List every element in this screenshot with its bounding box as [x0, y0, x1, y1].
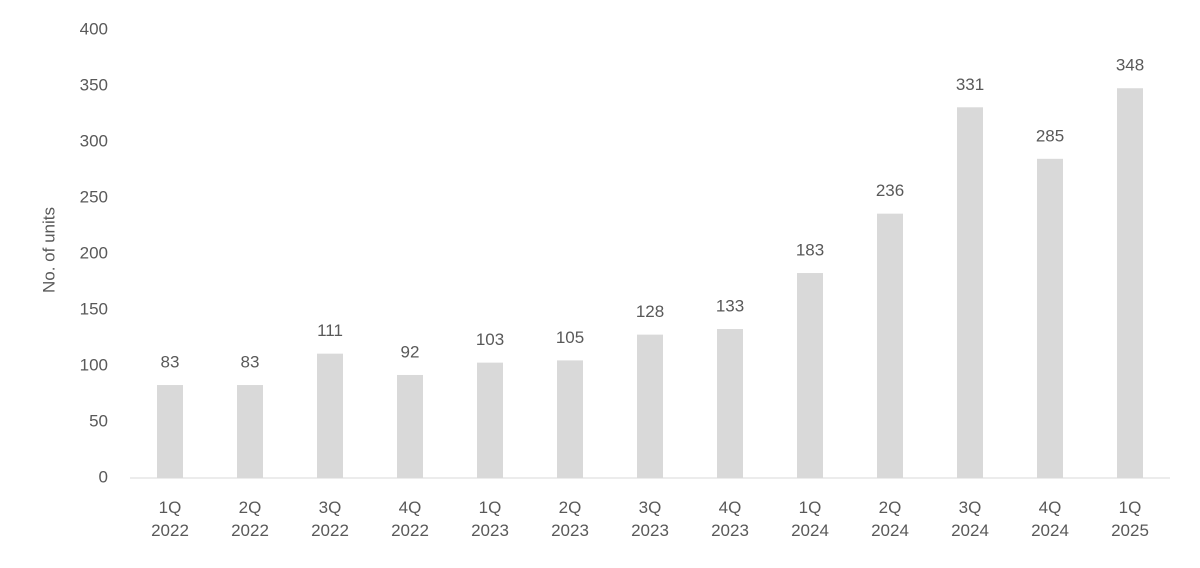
bar	[1037, 158, 1063, 479]
y-axis-label: No. of units	[39, 207, 58, 293]
data-label: 83	[241, 353, 260, 372]
bar	[1117, 88, 1143, 479]
x-tick-label-box: 1Q 2022	[151, 498, 189, 540]
y-tick-label: 150	[80, 299, 108, 318]
bar	[797, 273, 823, 478]
x-tick-label: 3Q 2023	[631, 498, 669, 540]
y-tick-label: 50	[89, 411, 108, 430]
bar	[157, 385, 183, 478]
x-tick-label-box: 1Q 2025	[1111, 498, 1149, 540]
data-label: 105	[556, 328, 584, 347]
x-tick-label: 2Q 2023	[551, 498, 589, 540]
x-tick-label: 3Q 2022	[311, 498, 349, 540]
x-tick-label: 1Q 2025	[1111, 498, 1149, 540]
x-tick-label: 3Q 2024	[951, 498, 989, 540]
y-tick-label: 250	[80, 187, 108, 206]
x-tick-label-box: 4Q 2023	[711, 498, 749, 540]
x-tick-label: 4Q 2022	[391, 498, 429, 540]
x-tick-label: 1Q 2022	[151, 498, 189, 540]
x-tick-label: 4Q 2023	[711, 498, 749, 540]
data-label: 183	[796, 241, 824, 260]
bar	[397, 374, 423, 478]
x-tick-label-box: 3Q 2024	[951, 498, 989, 540]
x-tick-label-box: 3Q 2023	[631, 498, 669, 540]
data-label: 331	[956, 75, 984, 94]
y-tick-label: 100	[80, 355, 108, 374]
bar	[957, 107, 983, 478]
data-label: 103	[476, 330, 504, 349]
y-tick-label: 400	[80, 19, 108, 38]
x-tick-label-box: 2Q 2022	[231, 498, 269, 540]
x-tick-label-box: 4Q 2022	[391, 498, 429, 540]
bar	[317, 353, 343, 478]
bar	[557, 360, 583, 478]
bar	[717, 329, 743, 478]
data-label: 133	[716, 297, 744, 316]
y-tick-label: 200	[80, 243, 108, 262]
y-tick-label: 300	[80, 131, 108, 150]
bar	[637, 334, 663, 478]
data-label: 92	[401, 342, 420, 361]
y-tick-label: 350	[80, 75, 108, 94]
x-tick-label-box: 1Q 2024	[791, 498, 829, 540]
y-tick-label: 0	[99, 467, 108, 486]
x-tick-label: 1Q 2024	[791, 498, 829, 540]
bar	[477, 362, 503, 478]
data-label: 285	[1036, 126, 1064, 145]
bar	[877, 213, 903, 478]
data-label: 128	[636, 302, 664, 321]
x-tick-label: 4Q 2024	[1031, 498, 1069, 540]
data-label: 236	[876, 181, 904, 200]
x-tick-label-box: 2Q 2024	[871, 498, 909, 540]
x-tick-label-box: 3Q 2022	[311, 498, 349, 540]
x-tick-label-box: 4Q 2024	[1031, 498, 1069, 540]
bar	[237, 385, 263, 478]
x-tick-label: 2Q 2022	[231, 498, 269, 540]
data-label: 348	[1116, 56, 1144, 75]
x-tick-label-box: 2Q 2023	[551, 498, 589, 540]
x-tick-label-box: 1Q 2023	[471, 498, 509, 540]
data-label: 83	[161, 353, 180, 372]
x-tick-label: 2Q 2024	[871, 498, 909, 540]
x-tick-label: 1Q 2023	[471, 498, 509, 540]
data-label: 111	[317, 321, 343, 340]
